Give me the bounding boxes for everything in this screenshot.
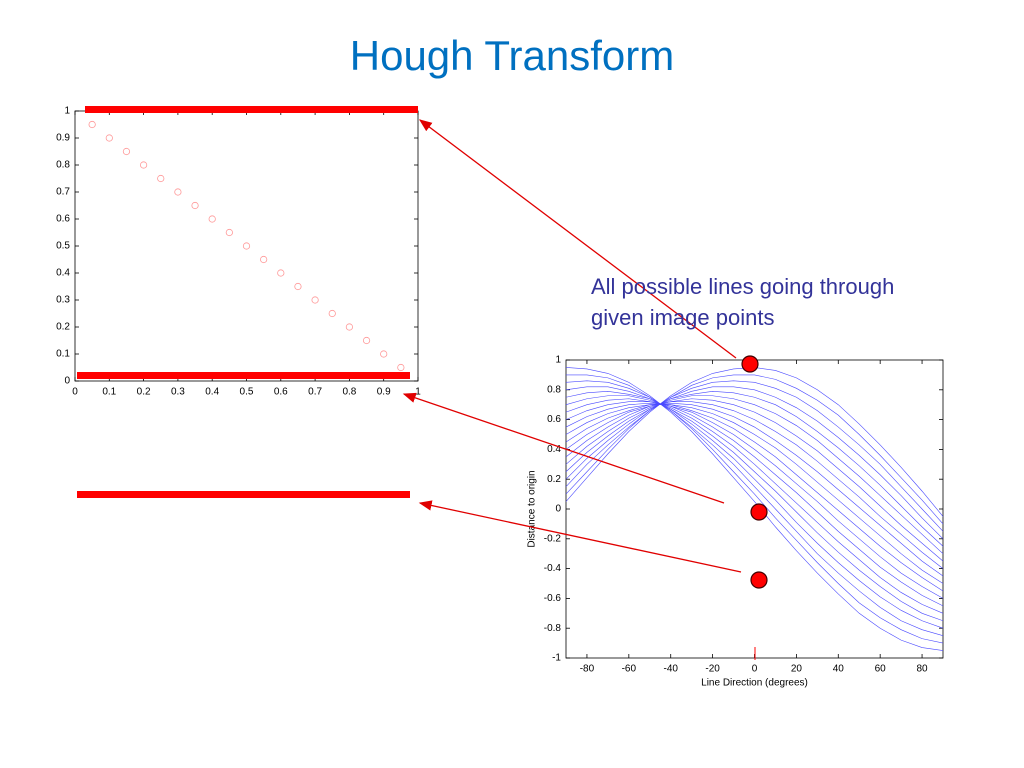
y-tick-label: 1 [555,355,561,366]
x-tick-label: 60 [875,664,887,675]
x-tick-label: 40 [833,664,845,675]
data-point [208,215,216,223]
x-tick-label: 0.5 [240,387,254,398]
line-series [566,374,944,644]
y-tick-label: 0.8 [56,160,70,171]
x-tick-label: 0.4 [205,387,219,398]
x-tick-label: 80 [916,664,928,675]
x-tick-label: 1 [415,387,421,398]
data-point [277,269,285,277]
line-series [565,380,944,636]
data-point [294,282,302,291]
data-point [362,336,371,345]
y-axis-label: Distance to origin [527,470,538,547]
data-point [157,174,165,183]
x-tick-label: 0.6 [274,387,288,398]
line-series [565,367,944,651]
x-tick-label: 0.9 [377,387,391,398]
line-series [565,380,944,532]
line-series [565,398,944,562]
y-tick-label: 0 [64,376,70,387]
highlight-bar [77,372,410,379]
y-tick-label: 1 [64,106,70,117]
y-tick-label: 0.3 [56,295,70,306]
y-tick-label: 0 [555,504,561,515]
slide-title: Hough Transform [349,32,675,79]
data-point [105,134,113,142]
x-tick-label: 0.2 [137,387,151,398]
data-point [260,255,268,264]
peak-marker [750,503,768,521]
data-point [242,242,251,250]
peak-marker [741,355,759,373]
x-tick-label: 0.3 [171,387,185,398]
y-tick-label: -1 [552,653,561,664]
data-point [328,309,336,318]
line-series [565,395,944,554]
highlight-bar [85,106,418,113]
y-tick-label: 0.4 [547,444,561,455]
line-series [565,386,944,540]
arrow [418,500,742,573]
x-tick-label: 0.7 [308,387,322,398]
x-tick-label: -40 [663,664,678,675]
y-tick-label: -0.6 [544,593,562,604]
y-tick-label: 0.4 [56,268,70,279]
x-tick-label: -20 [705,664,720,675]
x-tick-label: 0 [752,664,758,675]
data-point [380,350,388,358]
data-point [311,296,319,304]
plot-frame [74,110,419,382]
data-point [397,363,405,372]
y-tick-label: 0.6 [56,214,70,225]
y-tick-label: 0.2 [547,474,561,485]
x-axis-label: Line Direction (degrees) [701,678,808,689]
y-tick-label: 0.8 [547,384,561,395]
line-series [565,395,944,614]
annotation-layer [77,106,768,660]
y-tick-label: 0.9 [56,133,70,144]
data-point [140,161,148,169]
line-series [565,398,944,607]
arrow [402,392,725,504]
y-tick-label: 0.7 [56,187,70,198]
y-tick-label: 0.2 [56,322,70,333]
data-point [345,323,353,331]
arrow [418,119,737,359]
x-tick-label: 0 [72,387,78,398]
line-series [565,402,944,592]
line-series [565,401,944,599]
annotation: All possible lines going through given i… [591,274,895,330]
x-tick-label: -80 [580,664,595,675]
y-tick-label: 0.5 [56,241,70,252]
line-series [565,374,944,525]
y-tick-label: -0.8 [544,623,562,634]
data-point [88,120,96,129]
peak-marker [750,571,768,589]
data-point [122,147,131,156]
y-tick-label: -0.2 [544,533,562,544]
x-tick-label: 20 [791,664,803,675]
line-series [565,390,944,622]
highlight-bar [77,491,410,498]
line-series [565,386,944,629]
y-tick-label: 0.6 [547,414,561,425]
x-tick-label: 0.8 [342,387,356,398]
data-point [191,201,199,210]
data-point [174,188,182,196]
data-point [225,228,233,237]
line-series [565,402,944,577]
y-tick-label: 0.1 [56,349,70,360]
line-series [565,390,944,547]
x-tick-label: -60 [622,664,637,675]
line-series [565,401,944,569]
y-tick-label: -0.4 [544,563,562,574]
x-tick-label: 0.1 [102,387,116,398]
line-series [565,404,944,584]
